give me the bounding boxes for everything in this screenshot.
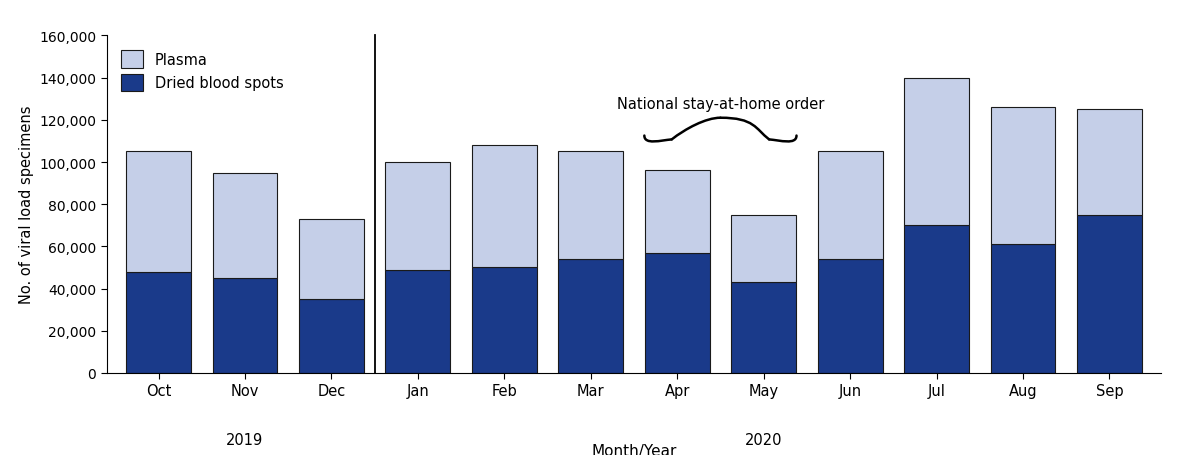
Bar: [126, 272, 191, 373]
Bar: [1077, 215, 1142, 373]
X-axis label: Month/Year: Month/Year: [591, 443, 677, 455]
Bar: [645, 171, 710, 253]
Bar: [472, 146, 537, 268]
Bar: [472, 268, 537, 373]
Y-axis label: No. of viral load specimens: No. of viral load specimens: [19, 106, 33, 304]
Bar: [731, 283, 796, 373]
Bar: [1077, 110, 1142, 215]
Bar: [385, 163, 450, 270]
Legend: Plasma, Dried blood spots: Plasma, Dried blood spots: [114, 44, 290, 100]
Bar: [731, 215, 796, 283]
Bar: [558, 259, 623, 373]
Text: National stay-at-home order: National stay-at-home order: [616, 97, 824, 112]
Bar: [991, 108, 1056, 245]
Text: 2020: 2020: [745, 432, 782, 447]
Bar: [904, 78, 969, 226]
Bar: [299, 219, 364, 299]
Bar: [818, 259, 883, 373]
Bar: [299, 299, 364, 373]
Bar: [126, 152, 191, 272]
Bar: [385, 270, 450, 373]
Bar: [558, 152, 623, 259]
Bar: [818, 152, 883, 259]
Bar: [645, 253, 710, 373]
Bar: [212, 278, 277, 373]
Bar: [212, 173, 277, 278]
Bar: [904, 226, 969, 373]
Bar: [991, 245, 1056, 373]
Text: 2019: 2019: [226, 432, 263, 447]
